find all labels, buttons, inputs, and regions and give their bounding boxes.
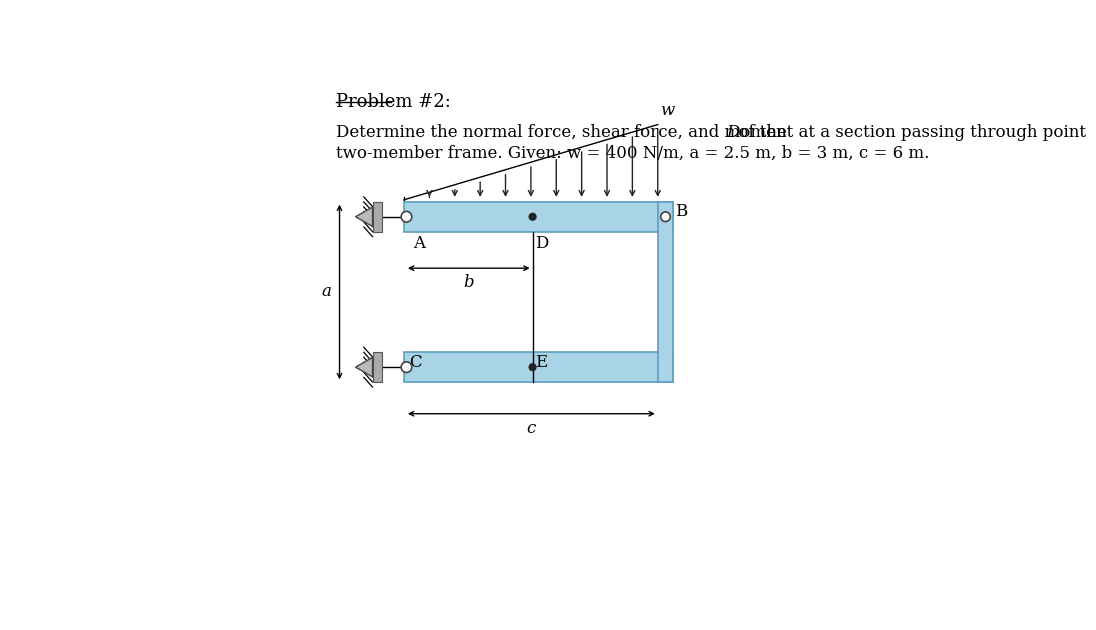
Text: two-member frame. Given: w = 400 N/m, a = 2.5 m, b = 3 m, c = 6 m.: two-member frame. Given: w = 400 N/m, a … — [336, 144, 929, 161]
Text: D: D — [727, 124, 740, 141]
Text: c: c — [526, 420, 536, 437]
Polygon shape — [355, 207, 373, 226]
Text: D: D — [535, 235, 548, 252]
Text: A: A — [413, 235, 425, 252]
Bar — [404, 202, 673, 232]
Circle shape — [401, 362, 412, 372]
Text: b: b — [463, 274, 473, 291]
Circle shape — [529, 214, 536, 220]
Circle shape — [661, 212, 671, 222]
Polygon shape — [355, 357, 373, 377]
Text: B: B — [675, 203, 687, 220]
Bar — [373, 202, 383, 232]
Text: Determine the normal force, shear force, and moment at a section passing through: Determine the normal force, shear force,… — [336, 124, 1092, 141]
Text: Problem #2:: Problem #2: — [336, 93, 450, 111]
Circle shape — [529, 364, 536, 370]
Bar — [404, 352, 673, 382]
Text: C: C — [409, 354, 422, 371]
Bar — [658, 202, 673, 382]
Text: w: w — [660, 102, 674, 119]
Text: of the: of the — [733, 124, 787, 141]
Circle shape — [401, 212, 412, 222]
Text: E: E — [535, 354, 547, 371]
Text: a: a — [322, 284, 332, 301]
Bar — [373, 352, 383, 382]
